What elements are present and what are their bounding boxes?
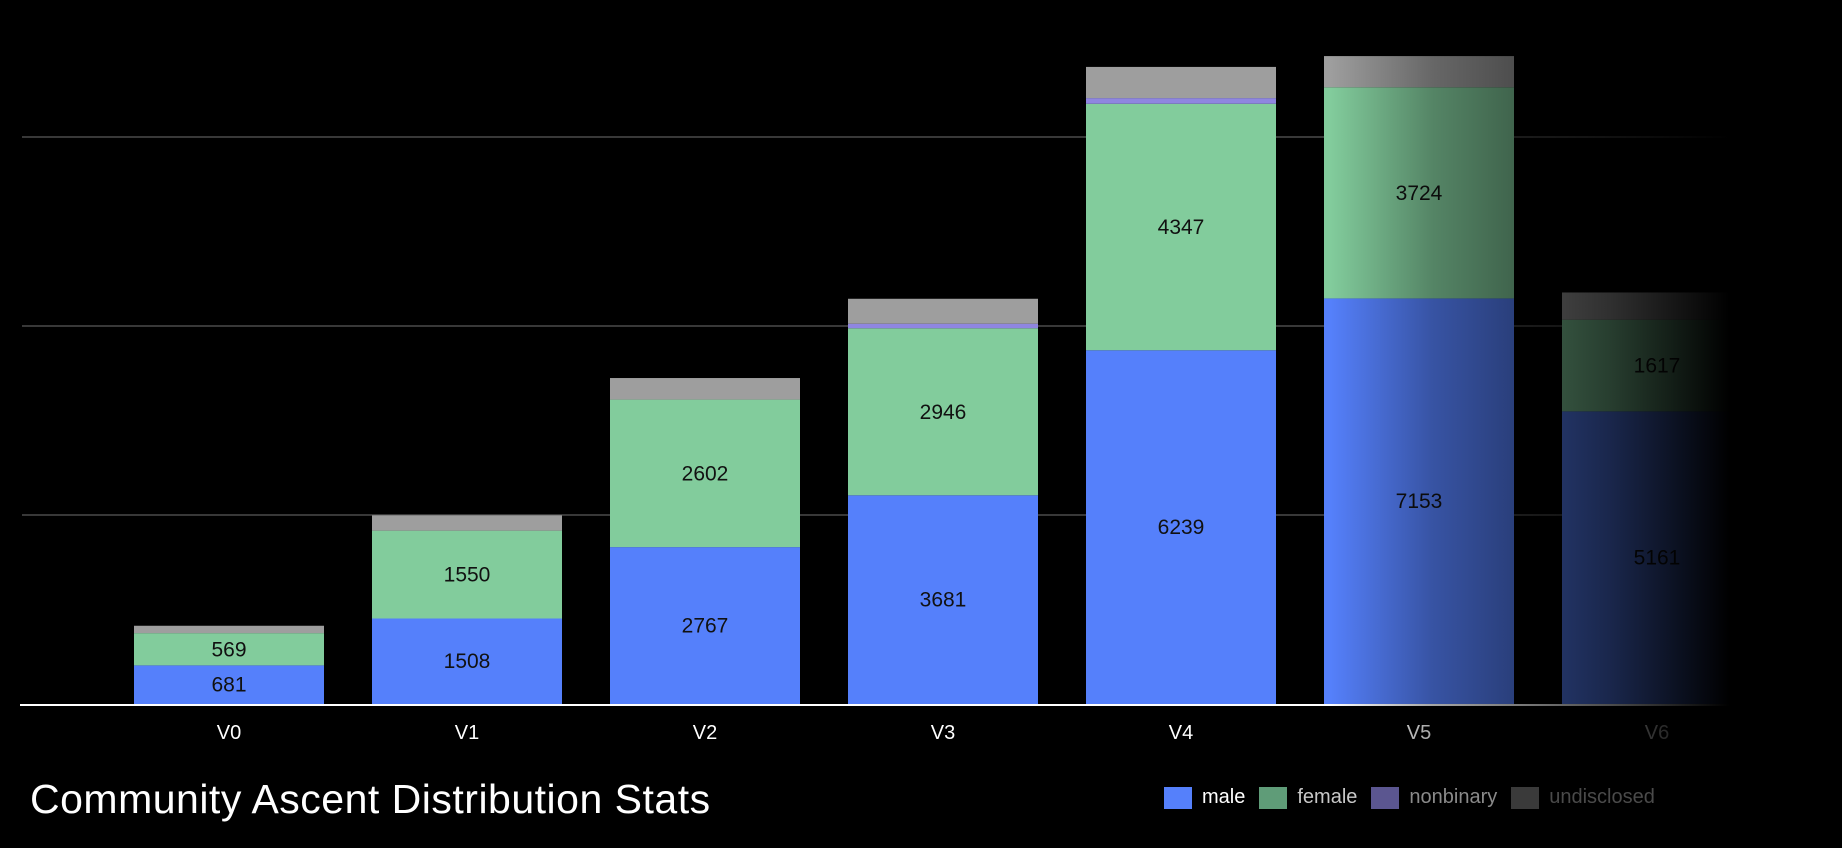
bar-segment-undisclosed (1562, 292, 1752, 320)
data-label: 1508 (444, 650, 491, 673)
legend-label: undisclosed (1549, 786, 1655, 808)
bar-segment-male (134, 665, 324, 704)
bar-segment-undisclosed (848, 298, 1038, 324)
data-label: 3724 (1396, 182, 1443, 205)
legend-swatch (1259, 786, 1288, 809)
data-label: 2602 (682, 462, 729, 485)
data-label: 4347 (1158, 216, 1205, 239)
legend-label: nonbinary (1409, 786, 1498, 808)
bar-segment-female (1086, 103, 1276, 351)
stacked-bar-chart: 681 569 1508 1550 2767 2602 3681 2946 6239 4347 71… (20, 56, 1752, 744)
x-tick-label: V6 (1645, 722, 1669, 744)
bar-segment-male (1086, 350, 1276, 704)
x-tick-label: V1 (455, 722, 479, 744)
data-label: 2946 (920, 401, 967, 424)
x-tick-label: V5 (1407, 722, 1431, 744)
legend-swatch (1371, 786, 1400, 809)
bar-segment-female (372, 530, 562, 619)
data-label: 1617 (1634, 355, 1681, 378)
bar-segment-male (610, 547, 800, 704)
data-label: 7153 (1396, 490, 1443, 513)
legend-item-female: female (1259, 786, 1357, 809)
bars: 681 569 1508 1550 2767 2602 3681 2946 6239 4347 71… (134, 56, 1752, 704)
x-tick-label: V0 (217, 722, 241, 744)
legend-item-male: male (1164, 786, 1245, 809)
data-label: 1550 (444, 564, 491, 587)
legend-label: male (1202, 786, 1246, 808)
legend-item-nonbinary: nonbinary (1371, 786, 1497, 809)
legend-label: female (1297, 786, 1358, 808)
chart-title: Community Ascent Distribution Stats (30, 776, 711, 822)
bar-segment-male (848, 495, 1038, 704)
bar-segment-male (372, 618, 562, 704)
legend-item-undisclosed: undisclosed (1511, 786, 1655, 809)
data-label: 3681 (920, 589, 967, 612)
x-tick-label: V2 (693, 722, 717, 744)
bar-segment-nonbinary (848, 323, 1038, 329)
x-tick-label: V4 (1169, 722, 1193, 744)
legend: male female nonbinary undisclosed (1164, 786, 1669, 809)
x-axis-ticks: V0 V1 V2 V3 V4 V5 V6 (217, 722, 1669, 744)
bar-segment-female (848, 328, 1038, 496)
bar-segment-undisclosed (610, 378, 800, 400)
bar-segment-undisclosed (372, 515, 562, 531)
bar-segment-undisclosed (1324, 56, 1514, 88)
bar-segment-nonbinary (1086, 98, 1276, 104)
data-label: 5161 (1634, 547, 1681, 570)
x-tick-label: V3 (931, 722, 955, 744)
bar-segment-undisclosed (1086, 66, 1276, 99)
bar-segment-female (134, 633, 324, 666)
data-label: 569 (211, 638, 246, 661)
bar-segment-undisclosed (134, 625, 324, 634)
data-label: 6239 (1158, 516, 1205, 539)
legend-swatch (1511, 786, 1540, 809)
data-label: 2767 (682, 615, 729, 638)
data-label: 681 (211, 674, 246, 697)
bar-segment-female (610, 399, 800, 548)
legend-swatch (1164, 786, 1192, 809)
